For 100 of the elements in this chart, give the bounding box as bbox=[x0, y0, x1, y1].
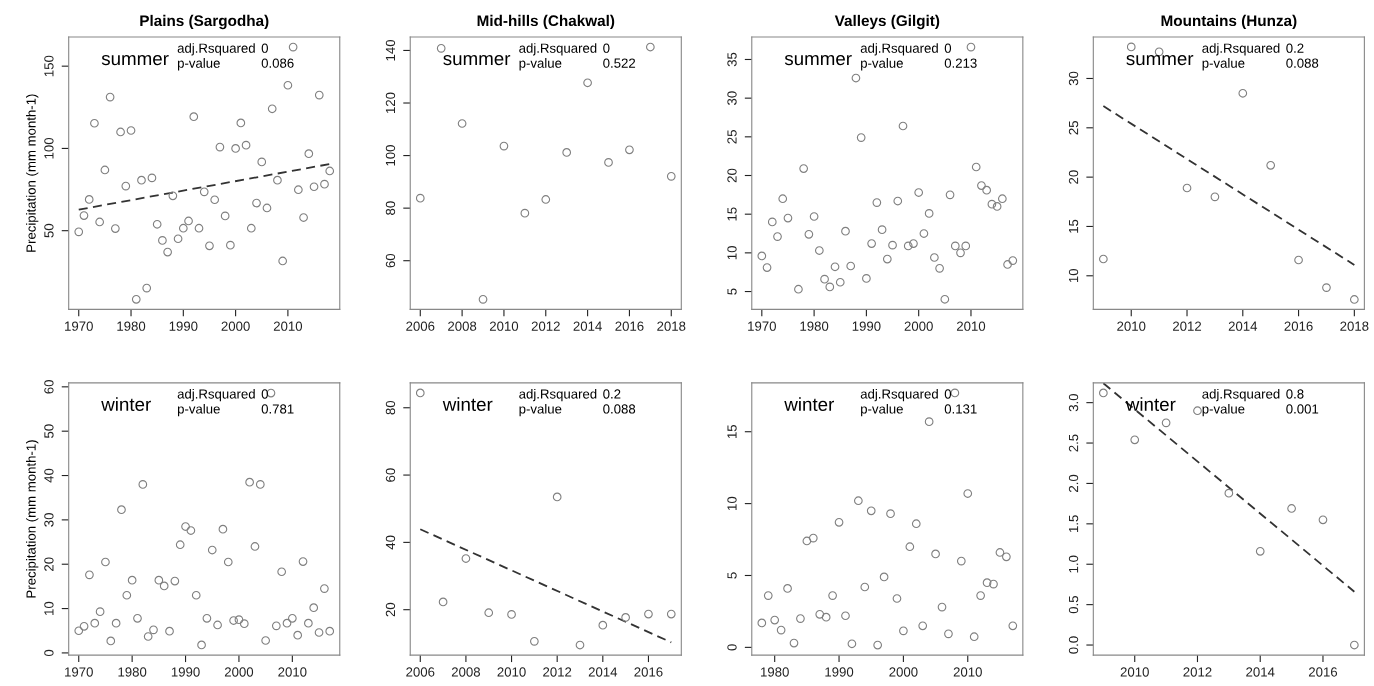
y-tick-label: 30 bbox=[727, 91, 737, 105]
x-tick-label: 2008 bbox=[451, 667, 481, 677]
annotation: p-value bbox=[519, 58, 562, 71]
y-tick-label: 50 bbox=[44, 424, 54, 438]
y-tick-label: 20 bbox=[44, 557, 54, 571]
y-tick-label: 20 bbox=[385, 602, 396, 617]
x-tick-label: 2010 bbox=[956, 321, 986, 331]
y-tick-label: 2.5 bbox=[1068, 434, 1079, 452]
y-tick-label: 60 bbox=[44, 380, 54, 394]
y-tick-label: 120 bbox=[385, 92, 396, 114]
y-tick-label: 15 bbox=[1069, 219, 1079, 233]
x-tick-label: 2016 bbox=[1308, 667, 1338, 677]
y-tick-label: 0.5 bbox=[1068, 596, 1079, 614]
x-tick-label: 1990 bbox=[169, 321, 198, 331]
y-tick-label: 80 bbox=[385, 201, 396, 215]
x-tick-label: 1970 bbox=[65, 321, 93, 331]
x-tick-label: 2010 bbox=[278, 667, 307, 677]
annotation: p-value bbox=[861, 403, 903, 417]
annotation: 0.781 bbox=[261, 404, 294, 414]
x-tick-label: 2016 bbox=[615, 321, 644, 331]
x-tick-label: 1990 bbox=[171, 667, 200, 677]
y-tick-label: 0 bbox=[44, 649, 54, 657]
y-tick-label: 1.0 bbox=[1068, 555, 1079, 573]
annotation: p-value bbox=[1202, 403, 1245, 417]
y-tick-label: 50 bbox=[44, 223, 54, 238]
x-tick-label: 1980 bbox=[800, 321, 829, 331]
annotation: 0 bbox=[261, 389, 268, 399]
annotation: 0.001 bbox=[1286, 404, 1319, 414]
x-tick-label: 2000 bbox=[221, 321, 250, 331]
x-tick-label: 2010 bbox=[273, 321, 303, 331]
y-tick-label: 10 bbox=[44, 601, 54, 615]
y-tick-label: 20 bbox=[727, 168, 737, 183]
x-tick-label: 2018 bbox=[1340, 321, 1369, 331]
annotation: adj.Rsquared bbox=[519, 43, 597, 56]
x-tick-label: 2014 bbox=[573, 321, 602, 331]
y-tick-label: 3.0 bbox=[1068, 393, 1079, 412]
annotation: 0.086 bbox=[261, 58, 294, 68]
chart-title: Valleys (Gilgit) bbox=[834, 14, 940, 30]
x-tick-label: 2012 bbox=[1173, 321, 1202, 331]
y-tick-label: 0.0 bbox=[1068, 636, 1079, 654]
x-tick-label: 1970 bbox=[65, 667, 93, 677]
x-tick-label: 1980 bbox=[118, 667, 147, 677]
y-tick-label: 40 bbox=[44, 468, 54, 483]
x-tick-label: 2014 bbox=[1228, 321, 1258, 331]
y-tick-label: 140 bbox=[385, 39, 396, 61]
x-tick-label: 2016 bbox=[1284, 321, 1313, 331]
annotation: 0 bbox=[603, 43, 610, 53]
x-tick-label: 2012 bbox=[531, 321, 560, 331]
annotation: adj.Rsquared bbox=[860, 43, 938, 56]
y-tick-label: 150 bbox=[44, 55, 54, 77]
annotation: 0 bbox=[944, 389, 952, 399]
annotation: summer bbox=[1126, 54, 1194, 66]
x-tick-label: 2018 bbox=[657, 321, 686, 331]
x-tick-label: 2010 bbox=[489, 321, 519, 331]
x-tick-label: 1980 bbox=[117, 321, 146, 331]
x-tick-label: 2014 bbox=[1246, 667, 1275, 677]
x-tick-label: 2010 bbox=[953, 667, 982, 677]
y-tick-label: 5 bbox=[727, 572, 737, 579]
chart-title: Mid-hills (Chakwal) bbox=[477, 14, 615, 30]
x-tick-label: 1970 bbox=[748, 321, 776, 331]
x-tick-label: 2012 bbox=[543, 667, 572, 677]
annotation: 0.088 bbox=[603, 404, 636, 414]
annotation: adj.Rsquared bbox=[519, 388, 597, 402]
annotation: 0 bbox=[261, 43, 268, 53]
annotation: 0.2 bbox=[603, 389, 621, 399]
y-tick-label: 2.0 bbox=[1068, 474, 1079, 492]
y-tick-label: 25 bbox=[1068, 121, 1079, 135]
annotation: p-value bbox=[177, 58, 220, 71]
annotation: p-value bbox=[519, 403, 562, 417]
x-tick-label: 2006 bbox=[406, 321, 435, 331]
y-tick-label: 30 bbox=[44, 513, 54, 527]
y-tick-label: 10 bbox=[1068, 268, 1079, 283]
annotation: 0.522 bbox=[603, 58, 636, 68]
y-tick-label: 60 bbox=[385, 253, 396, 268]
x-tick-label: 2012 bbox=[1183, 667, 1212, 677]
x-tick-label: 1980 bbox=[761, 667, 789, 677]
annotation: winter bbox=[442, 397, 493, 412]
x-tick-label: 2014 bbox=[588, 667, 618, 677]
annotation: 0.213 bbox=[944, 58, 977, 68]
annotation: adj.Rsquared bbox=[1202, 43, 1280, 56]
annotation: p-value bbox=[177, 403, 220, 417]
y-tick-label: 40 bbox=[385, 535, 396, 550]
x-tick-label: 2006 bbox=[406, 667, 435, 677]
y-tick-label: 15 bbox=[727, 424, 737, 439]
y-tick-label: 100 bbox=[44, 137, 54, 159]
annotation: adj.Rsquared bbox=[860, 388, 938, 402]
annotation: p-value bbox=[1202, 58, 1245, 71]
x-tick-label: 2008 bbox=[448, 321, 477, 331]
x-tick-label: 2000 bbox=[889, 667, 918, 677]
annotation: summer bbox=[101, 54, 169, 66]
annotation: adj.Rsquared bbox=[177, 43, 255, 56]
x-tick-label: 2016 bbox=[634, 667, 663, 677]
annotation: winter bbox=[784, 397, 835, 412]
y-tick-label: 5 bbox=[727, 288, 737, 295]
chart-title: Plains (Sargodha) bbox=[140, 14, 269, 30]
x-tick-label: 1990 bbox=[825, 667, 854, 677]
y-tick-label: 0 bbox=[727, 644, 737, 651]
x-tick-label: 2000 bbox=[904, 321, 933, 331]
y-tick-label: 10 bbox=[727, 246, 737, 260]
annotation: adj.Rsquared bbox=[1202, 388, 1280, 402]
